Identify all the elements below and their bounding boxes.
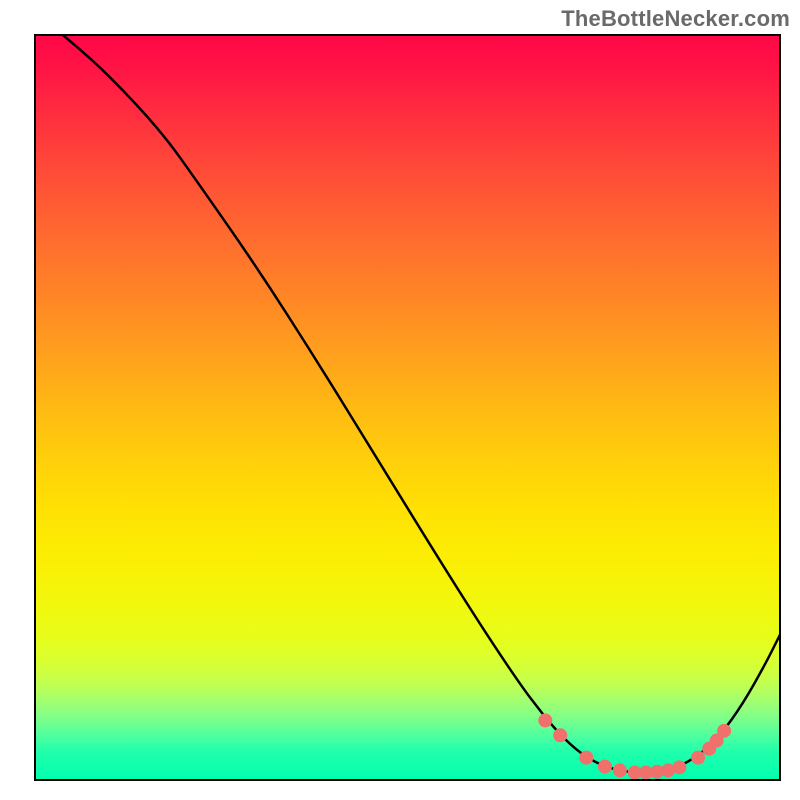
bottleneck-curve-chart xyxy=(0,0,800,800)
watermark: TheBottleNecker.com xyxy=(561,6,790,32)
chart-canvas xyxy=(0,0,800,800)
